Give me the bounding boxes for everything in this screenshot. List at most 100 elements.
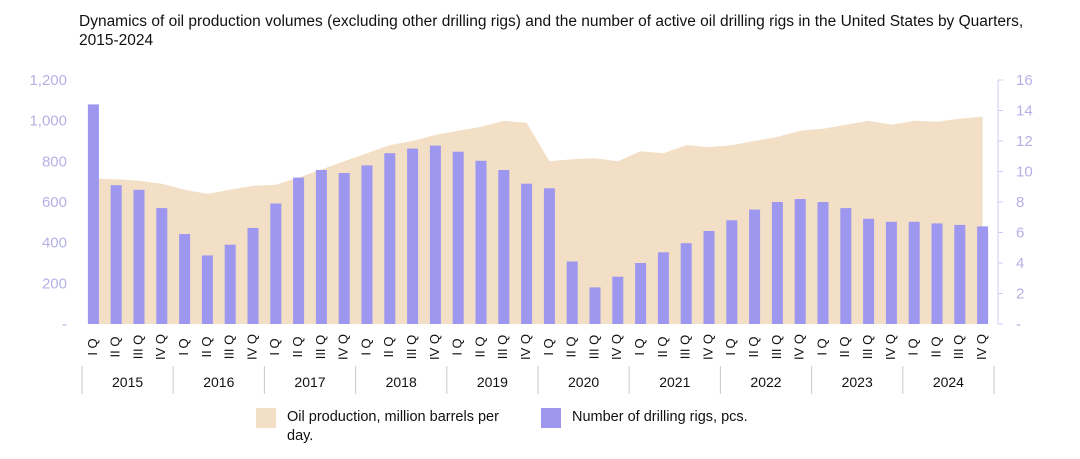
year-label: 2019 bbox=[477, 374, 508, 390]
year-label: 2020 bbox=[568, 374, 599, 390]
rig-bar bbox=[908, 221, 920, 324]
legend-label-drilling-rigs: Number of drilling rigs, pcs. bbox=[572, 409, 748, 425]
y-left-tick-label: 600 bbox=[42, 194, 67, 211]
quarter-tick-label: II Q bbox=[290, 337, 305, 358]
rig-bar bbox=[885, 221, 897, 324]
quarter-tick-label: III Q bbox=[678, 335, 693, 360]
quarter-tick-label: IV Q bbox=[244, 334, 259, 360]
year-label: 2022 bbox=[750, 374, 781, 390]
rig-bar bbox=[589, 287, 601, 324]
rig-bar bbox=[247, 227, 259, 324]
year-label: 2023 bbox=[842, 374, 873, 390]
rig-bar bbox=[224, 244, 236, 324]
year-label: 2015 bbox=[112, 374, 143, 390]
quarter-tick-label: IV Q bbox=[153, 334, 168, 360]
rig-bar bbox=[657, 252, 669, 324]
quarter-tick-label: II Q bbox=[564, 337, 579, 358]
quarter-tick-label: IV Q bbox=[883, 334, 898, 360]
quarter-tick-label: III Q bbox=[769, 335, 784, 360]
rig-bar bbox=[521, 183, 533, 324]
rig-bar bbox=[361, 165, 373, 324]
rig-bar bbox=[179, 234, 191, 324]
quarter-tick-label: IV Q bbox=[609, 334, 624, 360]
quarter-tick-label: I Q bbox=[267, 338, 282, 355]
quarter-tick-label: III Q bbox=[130, 335, 145, 360]
quarter-tick-label: II Q bbox=[381, 337, 396, 358]
y-right-tick-label: 10 bbox=[1016, 164, 1033, 181]
legend-swatch-drilling-rigs bbox=[541, 408, 561, 428]
rig-bar bbox=[931, 223, 943, 324]
quarter-tick-label: III Q bbox=[495, 335, 510, 360]
rig-bar bbox=[338, 173, 350, 324]
quarter-tick-label: I Q bbox=[814, 338, 829, 355]
legend-item-oil-production: Oil production, million barrels per day. bbox=[256, 408, 517, 446]
quarter-tick-label: IV Q bbox=[427, 334, 442, 360]
quarter-tick-label: III Q bbox=[313, 335, 328, 360]
year-label: 2016 bbox=[203, 374, 234, 390]
y-left-tick-label: 200 bbox=[42, 275, 67, 292]
year-label: 2021 bbox=[659, 374, 690, 390]
rig-bar bbox=[840, 208, 852, 324]
rig-bar bbox=[452, 151, 464, 324]
rig-bar bbox=[429, 145, 441, 324]
quarter-tick-label: III Q bbox=[404, 335, 419, 360]
rig-bar bbox=[817, 202, 829, 324]
quarter-tick-label: IV Q bbox=[792, 334, 807, 360]
quarter-tick-label: II Q bbox=[108, 337, 123, 358]
y-right-tick-label: 16 bbox=[1016, 72, 1033, 89]
rig-bar bbox=[703, 231, 715, 324]
quarter-tick-label: I Q bbox=[723, 338, 738, 355]
quarter-tick-label: I Q bbox=[632, 338, 647, 355]
y-right-tick-label: 14 bbox=[1016, 103, 1033, 120]
y-left-tick-label: - bbox=[62, 316, 67, 333]
rig-bar bbox=[498, 170, 510, 324]
year-label: 2024 bbox=[933, 374, 964, 390]
rig-bar bbox=[201, 255, 213, 324]
y-right-tick-label: 8 bbox=[1016, 194, 1024, 211]
quarter-tick-label: II Q bbox=[746, 337, 761, 358]
rig-bar bbox=[315, 170, 327, 324]
legend-label-oil-production: Oil production, million barrels per day. bbox=[287, 409, 499, 444]
year-label: 2017 bbox=[294, 374, 325, 390]
chart-title: Dynamics of oil production volumes (excl… bbox=[79, 13, 1024, 49]
quarter-tick-label: III Q bbox=[586, 335, 601, 360]
quarter-tick-label: I Q bbox=[358, 338, 373, 355]
rig-bar bbox=[863, 218, 875, 324]
quarter-tick-label: III Q bbox=[222, 335, 237, 360]
y-left-tick-label: 400 bbox=[42, 235, 67, 252]
oil-production-area bbox=[93, 116, 983, 324]
rig-bar bbox=[635, 263, 647, 324]
rig-bar bbox=[726, 220, 738, 324]
rig-bar bbox=[977, 226, 989, 324]
quarter-tick-label: I Q bbox=[85, 338, 100, 355]
rig-bar bbox=[384, 153, 396, 324]
quarter-tick-label: I Q bbox=[906, 338, 921, 355]
legend-swatch-oil-production bbox=[256, 408, 276, 428]
rig-bar bbox=[771, 202, 783, 324]
rig-bar bbox=[749, 209, 761, 324]
rig-bar bbox=[156, 208, 168, 324]
rig-bar bbox=[954, 224, 966, 324]
quarter-tick-label: IV Q bbox=[336, 334, 351, 360]
quarter-tick-label: II Q bbox=[928, 337, 943, 358]
rig-bar bbox=[543, 188, 555, 324]
y-right-tick-label: 12 bbox=[1016, 133, 1033, 150]
quarter-tick-label: IV Q bbox=[518, 334, 533, 360]
quarter-tick-label: II Q bbox=[472, 337, 487, 358]
quarter-tick-label: I Q bbox=[450, 338, 465, 355]
y-right-tick-label: - bbox=[1016, 316, 1021, 333]
year-label: 2018 bbox=[386, 374, 417, 390]
quarter-tick-label: IV Q bbox=[974, 334, 989, 360]
quarter-tick-label: III Q bbox=[860, 335, 875, 360]
quarter-tick-label: IV Q bbox=[700, 334, 715, 360]
y-right-tick-label: 4 bbox=[1016, 255, 1024, 272]
rig-bar bbox=[475, 160, 487, 324]
quarter-tick-label: I Q bbox=[541, 338, 556, 355]
y-left-tick-label: 1,000 bbox=[29, 113, 67, 130]
rig-bar bbox=[293, 177, 305, 324]
quarter-tick-label: III Q bbox=[951, 335, 966, 360]
y-left-tick-label: 800 bbox=[42, 153, 67, 170]
rig-bar bbox=[270, 203, 282, 324]
rig-bar bbox=[133, 189, 145, 324]
